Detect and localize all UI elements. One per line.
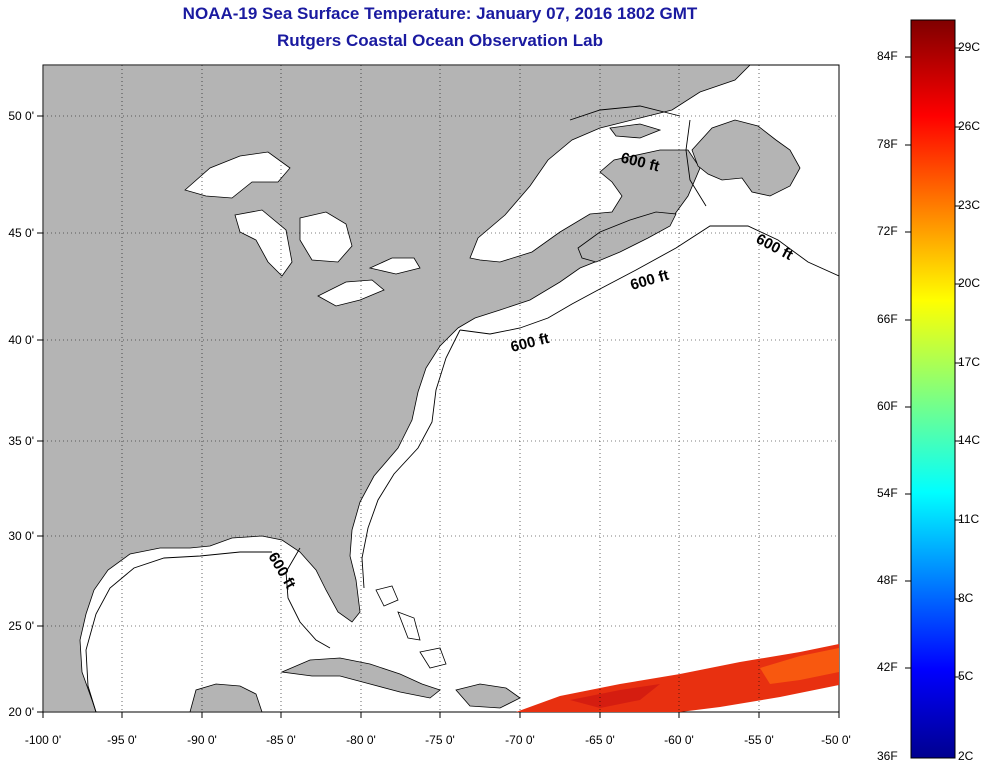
colorbar-c-label: 2C xyxy=(958,749,974,763)
colorbar-f-label: 36F xyxy=(877,749,898,763)
lat-label: 45 0' xyxy=(8,226,34,240)
lon-axis-labels: -100 0' -95 0' -90 0' -85 0' -80 0' -75 … xyxy=(25,733,851,747)
colorbar-ticks xyxy=(905,47,961,678)
colorbar-f-label: 78F xyxy=(877,137,898,151)
lon-label: -55 0' xyxy=(744,733,774,747)
colorbar-c-label: 29C xyxy=(958,40,981,54)
lat-label: 40 0' xyxy=(8,333,34,347)
colorbar xyxy=(910,19,956,759)
colorbar-c-label: 17C xyxy=(958,355,981,369)
map-title: NOAA-19 Sea Surface Temperature: January… xyxy=(182,4,698,23)
lon-label: -70 0' xyxy=(505,733,535,747)
colorbar-c-label: 8C xyxy=(958,591,974,605)
lon-label: -60 0' xyxy=(664,733,694,747)
lon-label: -100 0' xyxy=(25,733,61,747)
bahamas-islands xyxy=(375,585,447,669)
sst-swath-warm xyxy=(760,648,839,684)
hispaniola-island xyxy=(455,683,521,709)
colorbar-f-label: 66F xyxy=(877,312,898,326)
600ft-contour xyxy=(85,105,839,712)
tick-marks xyxy=(37,115,840,718)
great-lakes xyxy=(184,151,421,307)
colorbar-c-label: 23C xyxy=(958,198,981,212)
colorbar-c-label: 5C xyxy=(958,669,974,683)
colorbar-f-label: 60F xyxy=(877,399,898,413)
nova-scotia-land xyxy=(577,211,677,263)
lat-label: 35 0' xyxy=(8,434,34,448)
lat-label: 20 0' xyxy=(8,705,34,719)
lat-axis-labels: 20 0' 25 0' 30 0' 35 0' 40 0' 45 0' 50 0… xyxy=(8,109,34,719)
gridlines xyxy=(43,65,839,712)
newfoundland-land xyxy=(691,119,801,197)
colorbar-c-label: 14C xyxy=(958,433,981,447)
colorbar-f-label: 48F xyxy=(877,573,898,587)
colorbar-c-label: 11C xyxy=(958,512,980,526)
lon-label: -50 0' xyxy=(821,733,851,747)
sst-swath-hot xyxy=(570,684,660,708)
colorbar-f-label: 54F xyxy=(877,486,898,500)
lon-label: -85 0' xyxy=(266,733,296,747)
lat-label: 30 0' xyxy=(8,529,34,543)
north-america-land xyxy=(43,65,751,712)
map-subtitle: Rutgers Coastal Ocean Observation Lab xyxy=(277,31,603,50)
lon-label: -75 0' xyxy=(425,733,455,747)
lat-label: 25 0' xyxy=(8,619,34,633)
lat-label: 50 0' xyxy=(8,109,34,123)
colorbar-c-label: 26C xyxy=(958,119,981,133)
lon-label: -95 0' xyxy=(107,733,137,747)
colorbar-c-label: 20C xyxy=(958,276,981,290)
colorbar-f-label: 84F xyxy=(877,49,898,63)
lon-label: -90 0' xyxy=(187,733,217,747)
colorbar-f-label: 72F xyxy=(877,224,898,238)
lon-label: -65 0' xyxy=(585,733,615,747)
yucatan-land xyxy=(189,683,263,712)
lon-label: -80 0' xyxy=(346,733,376,747)
anticosti-island xyxy=(609,123,662,139)
colorbar-f-label: 42F xyxy=(877,660,898,674)
cuba-island xyxy=(280,657,441,699)
